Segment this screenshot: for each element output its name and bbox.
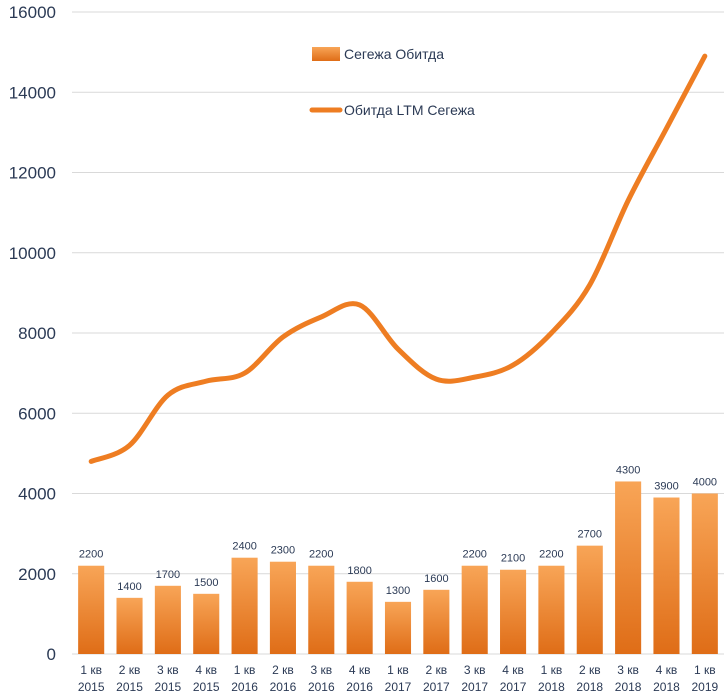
bar-data-label: 1300 — [386, 585, 410, 597]
bar — [116, 597, 143, 654]
x-tick-label: 2 кв 2018 — [576, 663, 603, 694]
x-tick-label: 3 кв 2018 — [615, 663, 642, 694]
bar-data-label: 1500 — [194, 577, 218, 589]
bar-data-label: 2400 — [232, 541, 256, 553]
y-tick-label: 14000 — [9, 83, 56, 102]
x-tick-label: 1 кв 2019 — [691, 663, 718, 694]
bar — [346, 581, 373, 654]
legend-swatch-bar — [312, 47, 340, 61]
line-path — [88, 53, 708, 464]
x-tick-label: 4 кв 2016 — [346, 663, 373, 694]
bar-data-label: 2200 — [79, 549, 103, 561]
x-tick-label: 1 кв 2015 — [78, 663, 105, 694]
bar — [384, 601, 412, 654]
bar-data-label: 2100 — [501, 553, 525, 565]
bar — [308, 565, 335, 654]
bar-data-label: 1700 — [156, 569, 180, 581]
x-tick-label: 4 кв 2015 — [193, 663, 220, 694]
x-tick-label: 4 кв 2017 — [500, 663, 527, 694]
bar — [615, 481, 642, 654]
bar — [231, 557, 258, 654]
y-tick-label: 4000 — [18, 485, 56, 504]
legend-label-line: Обитда LTM Сегежа — [344, 102, 475, 118]
y-tick-label: 16000 — [9, 3, 56, 22]
legend-label-bar: Сегежа Обитда — [344, 46, 444, 62]
x-tick-label: 1 кв 2016 — [231, 663, 258, 694]
bar-data-labels: 2200 1400 1700 1500 2400 2300 2200 1800 1300 1600… — [79, 464, 717, 596]
x-tick-label: 1 кв 2017 — [385, 663, 412, 694]
bar-data-label: 1600 — [424, 573, 448, 585]
bar-data-label: 2700 — [578, 529, 602, 541]
x-tick-label: 2 кв 2016 — [270, 663, 297, 694]
bar — [154, 585, 181, 654]
y-tick-label: 8000 — [18, 324, 56, 343]
bar — [653, 497, 680, 654]
bar — [269, 561, 296, 654]
bar — [423, 589, 450, 654]
line-series — [88, 53, 708, 464]
bar — [691, 493, 718, 654]
bar-data-label: 2200 — [309, 549, 333, 561]
bar-data-label: 3900 — [654, 481, 678, 493]
y-axis-ticks: 0 2000 4000 6000 8000 10000 12000 14000 16000 — [9, 3, 56, 664]
bar-series — [78, 481, 718, 654]
x-tick-label: 4 кв 2018 — [653, 663, 680, 694]
bar-data-label: 1400 — [117, 581, 141, 593]
bar-data-label: 4000 — [693, 477, 717, 489]
bar — [78, 565, 105, 654]
x-tick-label: 2 кв 2017 — [423, 663, 450, 694]
bar — [500, 569, 527, 654]
bar — [576, 545, 603, 654]
bar — [538, 565, 565, 654]
bar-data-label: 2300 — [271, 545, 295, 557]
y-tick-label: 6000 — [18, 404, 56, 423]
x-tick-label: 2 кв 2015 — [116, 663, 143, 694]
y-tick-label: 10000 — [9, 244, 56, 263]
bar-data-label: 2200 — [462, 549, 486, 561]
bar-data-label: 4300 — [616, 464, 640, 476]
bar — [461, 565, 488, 654]
legend: Сегежа Обитда Обитда LTM Сегежа — [309, 46, 475, 118]
x-tick-label: 3 кв 2017 — [461, 663, 488, 694]
y-tick-label: 2000 — [18, 565, 56, 584]
y-tick-label: 12000 — [9, 164, 56, 183]
bar-data-label: 2200 — [539, 549, 563, 561]
y-tick-label: 0 — [47, 645, 56, 664]
x-tick-label: 3 кв 2015 — [155, 663, 182, 694]
x-tick-label: 1 кв 2018 — [538, 663, 565, 694]
x-tick-label: 3 кв 2016 — [308, 663, 335, 694]
x-axis-ticks: 1 кв 2015 2 кв 2015 3 кв 2015 4 кв 2015 1 кв 2016… — [78, 663, 719, 694]
gridlines — [72, 11, 724, 655]
bar-data-label: 1800 — [347, 565, 371, 577]
bar — [193, 593, 220, 654]
